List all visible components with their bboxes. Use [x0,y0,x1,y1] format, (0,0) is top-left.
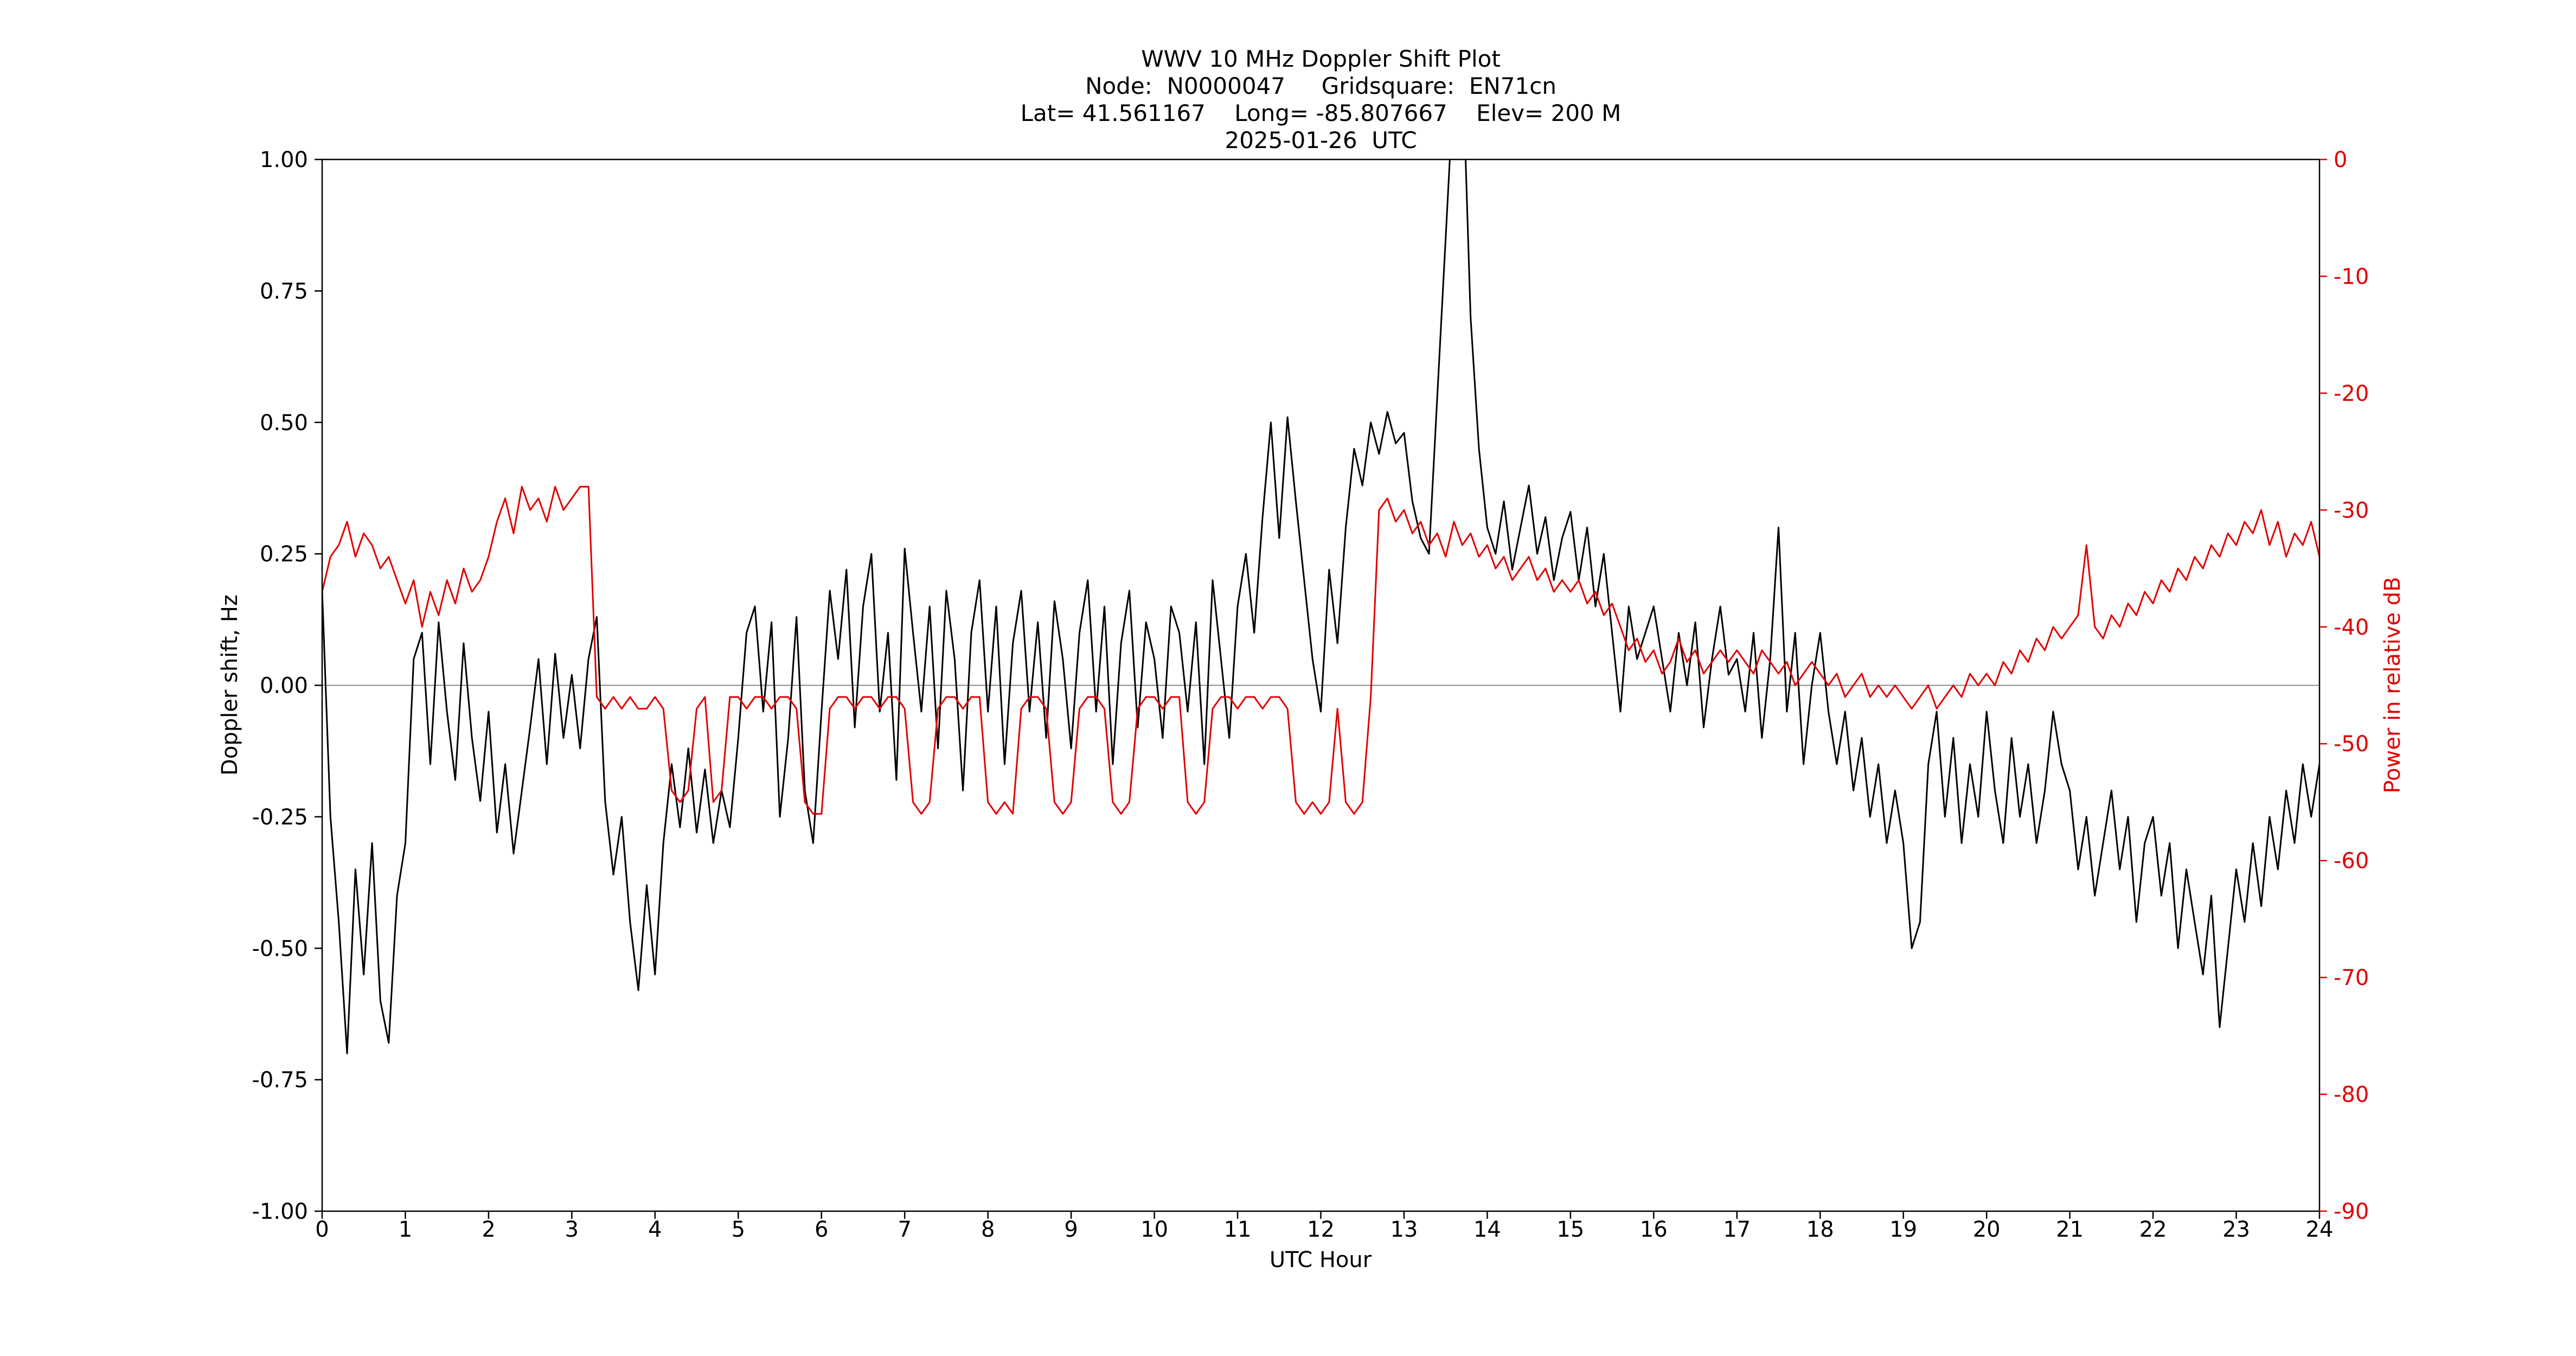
x-tick-label: 16 [1640,1217,1668,1242]
x-axis-label: UTC Hour [1269,1248,1372,1272]
x-tick-label: 22 [2139,1217,2167,1242]
x-tick-label: 10 [1140,1217,1168,1242]
y-left-tick-label: -0.50 [252,936,309,961]
x-tick-label: 9 [1064,1217,1078,1242]
x-tick-label: 0 [315,1217,329,1242]
x-tick-label: 24 [2306,1217,2334,1242]
node-gridsquare-line: Node: N0000047 Gridsquare: EN71cn [1085,73,1556,99]
x-tick-label: 18 [1806,1217,1834,1242]
x-tick-label: 19 [1889,1217,1917,1242]
x-tick-label: 14 [1473,1217,1501,1242]
y-right-tick-label: 0 [2334,148,2347,172]
x-tick-label: 17 [1723,1217,1751,1242]
y-left-tick-label: -0.25 [252,805,309,830]
lat-long-elev-line: Lat= 41.561167 Long= -85.807667 Elev= 20… [1020,100,1622,126]
y-left-tick-label: 0.50 [260,411,308,436]
y-right-tick-label: -10 [2334,264,2369,289]
y-left-tick-label: 0.25 [260,542,308,567]
y-right-tick-label: -20 [2334,381,2369,406]
x-tick-label: 2 [482,1217,495,1242]
x-tick-label: 11 [1224,1217,1252,1242]
y-right-tick-label: -50 [2334,732,2369,757]
x-tick-label: 5 [732,1217,745,1242]
y-right-tick-label: -30 [2334,498,2369,523]
power-line [322,485,2319,815]
x-tick-label: 15 [1556,1217,1584,1242]
y-left-tick-label: 1.00 [260,148,308,172]
series-group [322,159,2319,1054]
y-right-tick-label: -70 [2334,965,2369,990]
y-left-tick-label: -1.00 [252,1199,309,1224]
x-tick-label: 3 [565,1217,579,1242]
plot-title-block: WWV 10 MHz Doppler Shift Plot Node: N000… [322,46,2319,154]
doppler-line [322,159,2319,1054]
date-utc-line: 2025-01-26 UTC [1225,127,1417,153]
x-tick-label: 6 [815,1217,828,1242]
x-tick-label: 7 [898,1217,911,1242]
y-right-tick-label: -80 [2334,1083,2369,1108]
plot-title: WWV 10 MHz Doppler Shift Plot [1141,46,1501,72]
x-tick-label: 13 [1390,1217,1418,1242]
y-right-tick-label: -90 [2334,1199,2369,1224]
x-tick-label: 21 [2056,1217,2084,1242]
x-tick-label: 20 [1973,1217,2001,1242]
y-left-tick-label: -0.75 [252,1068,309,1093]
y-left-tick-label: 0.00 [260,674,308,699]
x-tick-label: 8 [981,1217,995,1242]
x-tick-label: 1 [399,1217,412,1242]
x-tick-label: 23 [2222,1217,2250,1242]
y-left-tick-label: 0.75 [260,279,308,304]
y-right-tick-label: -60 [2334,849,2369,874]
x-tick-label: 4 [648,1217,662,1242]
y-right-tick-label: -40 [2334,615,2369,640]
x-tick-label: 12 [1307,1217,1335,1242]
